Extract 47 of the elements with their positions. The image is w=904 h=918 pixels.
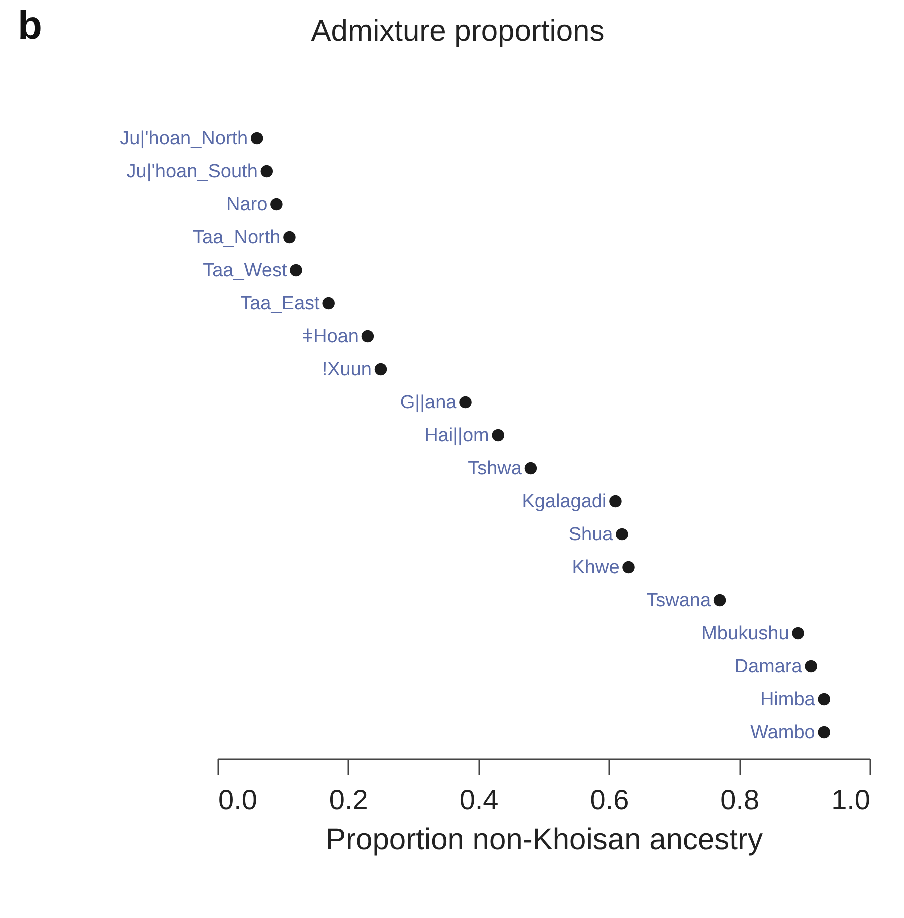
x-tick-label: 1.0 <box>832 784 870 816</box>
y-tick-label: Ju|'hoan_South <box>126 162 258 182</box>
point <box>622 561 635 574</box>
point <box>610 495 622 508</box>
point <box>714 594 726 607</box>
y-tick-label: Mbukushu <box>702 624 790 644</box>
x-axis-title: Proportion non-Khoisan ancestry <box>326 824 763 856</box>
point <box>250 132 264 145</box>
point <box>805 660 818 673</box>
y-tick-label: Hai||om <box>424 426 490 446</box>
x-tick-label: 0.8 <box>720 784 760 816</box>
y-tick-label: Naro <box>226 194 268 216</box>
text: b <box>18 4 42 48</box>
point <box>362 330 374 343</box>
point <box>818 726 830 739</box>
chart-title: Admixture proportions <box>311 15 605 48</box>
y-tick-label: Taa_East <box>240 294 321 314</box>
y-tick-label: Taa_North <box>193 228 281 248</box>
y-tick-label: Wambo <box>750 722 816 744</box>
point <box>818 693 830 706</box>
point <box>290 264 302 277</box>
y-tick-label: !Xuun <box>322 360 372 380</box>
point <box>260 165 274 178</box>
x-tick-label: 0.0 <box>218 784 258 816</box>
point <box>374 363 388 376</box>
point <box>322 297 335 310</box>
y-tick-label: Tshwa <box>468 458 522 480</box>
point <box>270 198 283 211</box>
point <box>616 528 628 541</box>
y-tick-label: Shua <box>568 524 614 546</box>
x-tick-label: 0.6 <box>590 784 630 816</box>
y-tick-label: Ju|'hoan_North <box>120 128 248 150</box>
y-tick-label: Khwe <box>572 558 620 578</box>
y-tick-label: Himba <box>760 690 816 710</box>
x-tick-label: 0.2 <box>329 784 368 816</box>
y-tick-label: Tswana <box>646 590 712 612</box>
y-tick-label: Damara <box>734 656 803 678</box>
point <box>792 627 804 640</box>
y-tick-label: G||ana <box>400 392 458 414</box>
point <box>492 429 504 442</box>
y-tick-label: ǂHoan <box>302 326 359 348</box>
point <box>284 231 296 244</box>
point <box>524 462 538 475</box>
x-tick-label: 0.4 <box>460 784 499 816</box>
y-tick-label: Taa_West <box>203 260 288 282</box>
point <box>460 396 472 409</box>
y-tick-label: Kgalagadi <box>522 492 607 512</box>
